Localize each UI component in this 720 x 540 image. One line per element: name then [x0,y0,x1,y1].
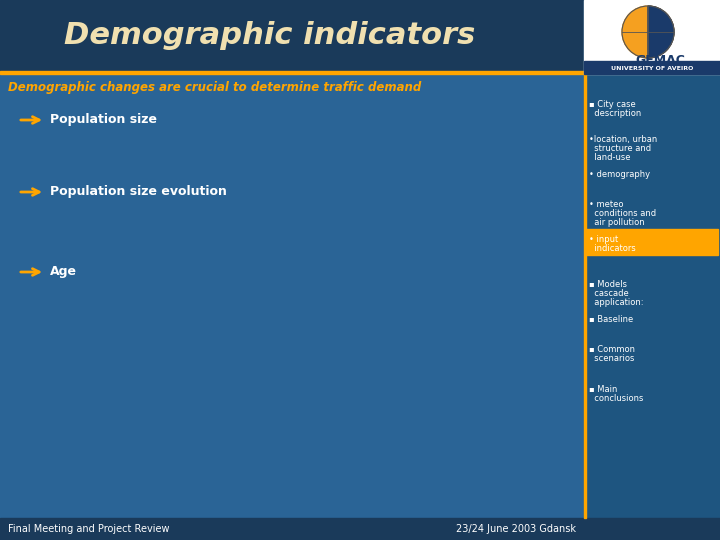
Line: Gdansk: Gdansk [165,328,536,360]
Bar [397,226,431,245]
Legend: M1LM, UFS: M1LM, UFS [145,92,179,112]
Text: indicators: indicators [589,244,636,253]
Text: land-use: land-use [589,153,631,162]
Legend: 0-14, 15-64, +64: 0-14, 15-64, +64 [521,385,554,414]
Lisbon [284,330,293,336]
Genoa [529,360,538,367]
Text: conclusions: conclusions [589,394,644,403]
Text: Demographic indicators: Demographic indicators [64,22,476,51]
Text: UNIVERSITY OF AVEIRO: UNIVERSITY OF AVEIRO [611,65,693,71]
Bar [584,61,720,74]
Line: Lisbon: Lisbon [165,310,536,372]
Bar [464,469,489,512]
Bar [492,104,525,245]
Text: Final Meeting and Project Review: Final Meeting and Project Review [8,524,169,534]
Bar [212,471,237,512]
Gdansk [284,336,293,342]
Bar [270,236,303,245]
Text: ▪ Models: ▪ Models [589,280,627,289]
Bar [0,518,720,540]
Text: Demographic changes are crucial to determine traffic demand: Demographic changes are crucial to deter… [8,82,421,94]
Bar [489,391,514,512]
Legend: Genoa, Lisbon, Gdansk, Geneva: Genoa, Lisbon, Gdansk, Geneva [511,295,554,334]
Text: scenarios: scenarios [589,354,634,363]
Text: GEMAC: GEMAC [635,53,685,66]
Text: ▪ Baseline: ▪ Baseline [589,315,634,324]
Circle shape [622,6,674,58]
Bar [584,74,586,518]
Text: 23/24 June 2003 Gdansk: 23/24 June 2003 Gdansk [456,524,576,534]
Text: Age: Age [50,266,77,279]
Geneva [284,406,293,413]
Geneva [162,403,171,409]
Bar [388,419,413,512]
Genoa [284,348,293,355]
Text: Population size: Population size [50,113,157,126]
Lisbon [529,367,538,373]
Text: • demography: • demography [589,170,650,179]
Bar [0,71,584,74]
Geneva [407,409,415,416]
Lisbon [407,363,415,370]
Bar [186,391,212,512]
Text: ▪ Main: ▪ Main [589,385,617,394]
Geneva [529,412,538,418]
Bar [208,226,241,245]
Bar [262,494,287,512]
Bar [175,230,208,245]
Bar [312,462,338,512]
Bar [287,391,312,512]
Lisbon [162,309,171,315]
Bar [584,0,720,74]
Text: cascade: cascade [589,289,629,298]
Text: • input: • input [589,235,618,244]
Genoa [162,336,171,342]
Bar [363,447,388,512]
Text: description: description [589,109,642,118]
Bar [161,488,186,512]
Gdansk [162,327,171,333]
Text: structure and: structure and [589,144,651,153]
Text: conditions and: conditions and [589,209,656,218]
Gdansk [407,348,415,355]
Text: • meteo: • meteo [589,200,624,209]
Bar [586,229,718,255]
Text: Population size evolution: Population size evolution [50,186,227,199]
Text: application:: application: [589,298,644,307]
Text: air pollution: air pollution [589,218,644,227]
Line: Genoa: Genoa [165,337,536,366]
Bar [364,231,397,245]
Text: •location, urban: •location, urban [589,135,657,144]
Bar [584,0,720,540]
Bar [303,233,336,245]
Bar [0,0,584,72]
Text: ▪ Common: ▪ Common [589,345,635,354]
Wedge shape [648,6,674,58]
Genoa [407,357,415,364]
Bar [413,484,438,512]
Line: Geneva: Geneva [165,404,536,417]
Bar [514,494,539,512]
Gdansk [529,354,538,361]
Bar [459,230,492,245]
Text: ▪ City case: ▪ City case [589,100,636,109]
